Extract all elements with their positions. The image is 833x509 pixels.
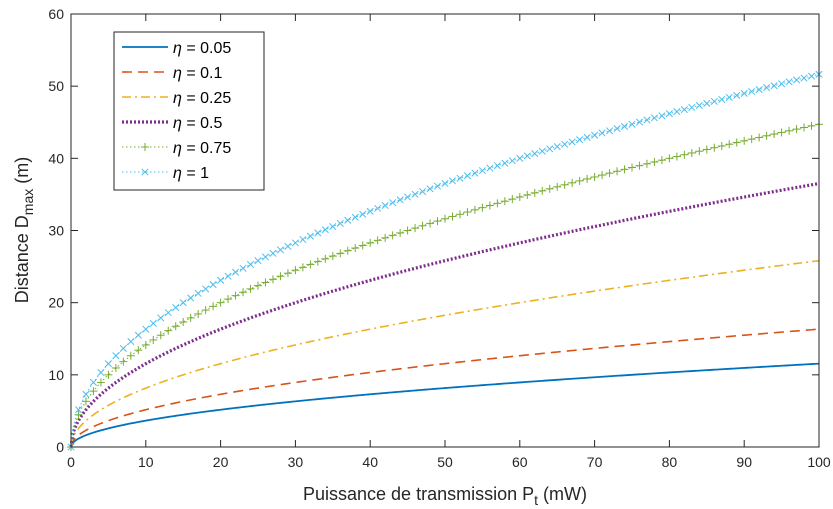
x-tick-label: 30 [288,454,304,470]
legend-label: η = 0.1 [173,65,222,82]
legend-label: η = 0.05 [173,40,231,57]
legend-box [113,31,265,191]
series-line-1 [70,328,820,448]
series-line-3 [69,181,820,448]
y-tick-label: 0 [56,439,64,455]
series-markers-5 [67,70,823,451]
legend-item: η = 0.75 [122,140,231,157]
y-tick-label: 50 [48,78,64,94]
legend-item: η = 0.25 [122,90,231,107]
y-tick-label: 30 [48,223,64,239]
x-tick-label: 60 [512,454,528,470]
legend-label: η = 0.75 [173,140,231,157]
legend-label: η = 1 [173,165,209,182]
legend-label: η = 0.5 [173,115,222,132]
y-axis-label: Distance Dmax (m) [12,157,36,303]
y-axis-label-subscript: max [20,189,36,215]
series-markers-4 [67,120,823,451]
legend-item: η = 0.05 [122,40,231,57]
x-axis-label-subscript: t [534,492,538,508]
x-tick-label: 50 [437,454,453,470]
y-tick-label: 40 [48,150,64,166]
x-axis-label: Puissance de transmission Pt (mW) [303,484,587,508]
legend: η = 0.05 η = 0.1 η = 0.25 η = 0.5 η = 0.75 η … [113,31,265,191]
x-tick-label: 10 [138,454,154,470]
legend-item: η = 0.1 [122,65,222,82]
y-axis-ticks: 0 10 20 30 40 50 60 [48,6,819,455]
x-tick-label: 20 [213,454,229,470]
series-line-0 [70,362,820,448]
x-tick-label: 100 [807,454,831,470]
x-axis-ticks: 0 10 20 30 40 50 60 70 80 90 100 [67,14,831,470]
series-line-5 [70,73,820,448]
x-tick-label: 0 [67,454,75,470]
y-tick-label: 20 [48,295,64,311]
x-tick-label: 80 [662,454,678,470]
legend-item: η = 1 [122,165,209,182]
y-tick-label: 10 [48,367,64,383]
plot-lines [67,70,823,451]
legend-label: η = 0.25 [173,90,231,107]
x-tick-label: 40 [362,454,378,470]
x-tick-label: 70 [587,454,603,470]
y-tick-label: 60 [48,6,64,22]
series-line-2 [70,259,820,448]
x-tick-label: 90 [736,454,752,470]
legend-item: η = 0.5 [122,115,222,132]
